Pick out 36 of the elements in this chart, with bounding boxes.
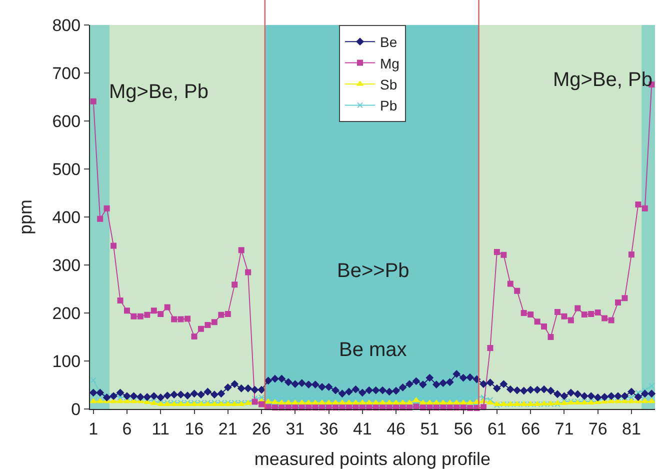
y-tick-label: 400 [52, 208, 81, 227]
y-tick-label: 700 [52, 64, 81, 83]
x-axis-title: measured points along profile [254, 449, 491, 469]
x-tick-label: 16 [184, 419, 204, 438]
annotation: Mg>Be, Pb [109, 81, 209, 103]
x-tick-label: 31 [286, 419, 305, 438]
x-tick-label: 81 [622, 419, 641, 438]
y-tick-label: 0 [71, 400, 81, 419]
legend-label: Pb [380, 98, 398, 114]
y-axis-title: ppm [15, 199, 36, 235]
x-tick-label: 71 [554, 419, 574, 438]
y-tick-label: 100 [52, 352, 81, 371]
y-tick-label: 500 [52, 160, 81, 179]
x-tick-label: 66 [521, 419, 540, 438]
x-tick-label: 46 [386, 419, 406, 438]
x-tick-label: 51 [420, 419, 440, 438]
y-tick-label: 800 [52, 16, 81, 35]
legend-label: Be [380, 34, 398, 50]
y-tick-label: 600 [52, 112, 81, 131]
x-tick-label: 21 [218, 419, 238, 438]
x-tick-label: 26 [252, 419, 271, 438]
x-tick-label: 36 [319, 419, 338, 438]
annotation: Be>>Pb [337, 260, 410, 282]
legend-label: Mg [380, 55, 400, 72]
x-tick-label: 56 [454, 419, 473, 438]
x-tick-label: 6 [122, 419, 132, 438]
x-tick-label: 61 [487, 419, 506, 438]
x-tick-label: 41 [352, 419, 372, 438]
y-tick-label: 200 [52, 304, 81, 323]
annotation: Be max [339, 339, 407, 361]
x-tick-label: 76 [588, 419, 608, 438]
x-tick-label: 11 [152, 419, 170, 438]
x-tick-label: 1 [88, 419, 98, 438]
y-tick-label: 300 [52, 256, 81, 275]
legend-label: Sb [380, 76, 398, 92]
annotation: Mg>Be, Pb [553, 69, 653, 91]
